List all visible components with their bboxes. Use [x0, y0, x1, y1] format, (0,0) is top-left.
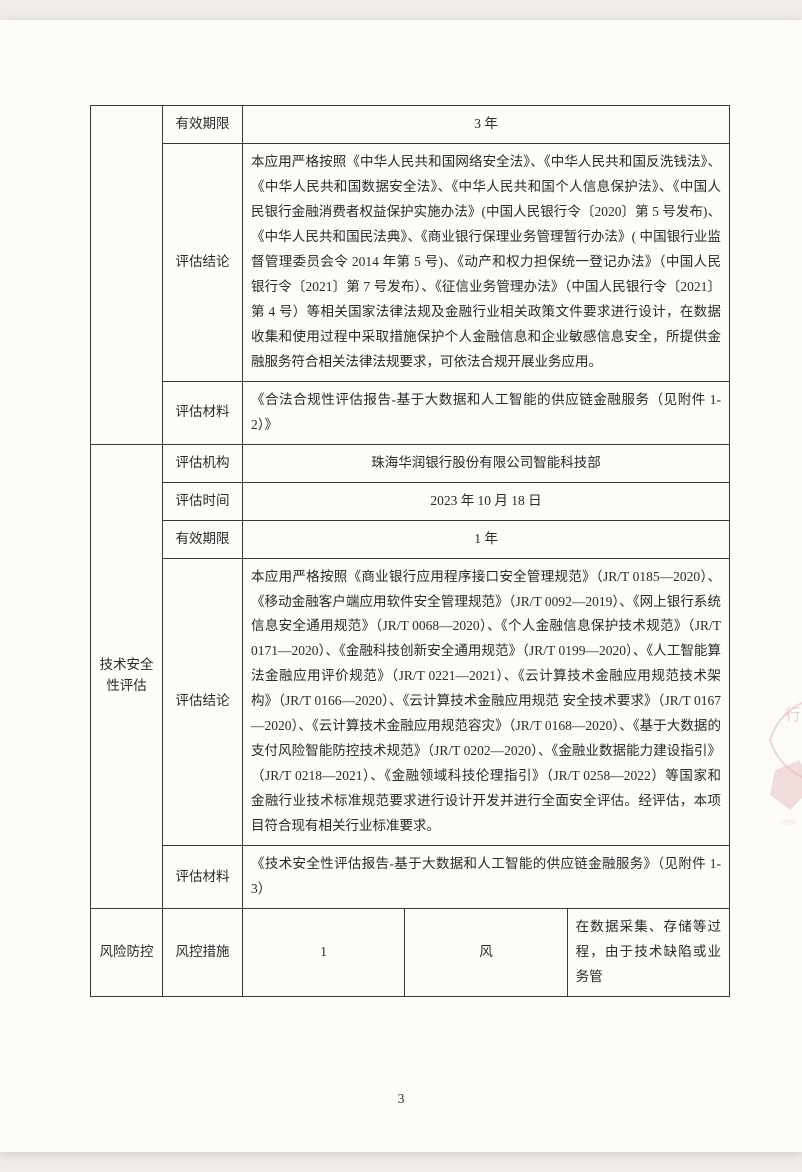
table-row: 评估结论 本应用严格按照《商业银行应用程序接口安全管理规范》（JR/T 0185…	[91, 558, 730, 846]
section-cell-blank	[91, 106, 163, 445]
label-materials: 评估材料	[163, 381, 243, 444]
svg-text:行: 行	[785, 706, 801, 724]
value-time: 2023 年 10 月 18 日	[243, 482, 730, 520]
label-conclusion2: 评估结论	[163, 558, 243, 846]
label-org: 评估机构	[163, 444, 243, 482]
table-row: 评估材料 《技术安全性评估报告-基于大数据和人工智能的供应链金融服务》（见附件 …	[91, 846, 730, 909]
label-risk-measure: 风控措施	[163, 909, 243, 997]
stamp-icon: 行 1986	[740, 680, 802, 830]
conclusion-body: 本应用严格按照《中华人民共和国网络安全法》、《中华人民共和国反洗钱法》、《中华人…	[243, 143, 730, 381]
svg-text:1986: 1986	[780, 818, 796, 827]
risk-char: 风	[405, 909, 567, 997]
label-validity: 有效期限	[163, 106, 243, 144]
risk-number: 1	[243, 909, 405, 997]
table-row: 有效期限 1 年	[91, 520, 730, 558]
table-row: 风险防控 风控措施 1 风 在数据采集、存储等过程，由于技术缺陷或业务管	[91, 909, 730, 997]
conclusion2-body: 本应用严格按照《商业银行应用程序接口安全管理规范》（JR/T 0185—2020…	[243, 558, 730, 846]
materials-body: 《合法合规性评估报告-基于大数据和人工智能的供应链金融服务（见附件 1-2）》	[243, 381, 730, 444]
table-row: 评估结论 本应用严格按照《中华人民共和国网络安全法》、《中华人民共和国反洗钱法》…	[91, 143, 730, 381]
label-conclusion: 评估结论	[163, 143, 243, 381]
risk-body: 在数据采集、存储等过程，由于技术缺陷或业务管	[567, 909, 729, 997]
assessment-table: 有效期限 3 年 评估结论 本应用严格按照《中华人民共和国网络安全法》、《中华人…	[90, 105, 730, 997]
value-validity2: 1 年	[243, 520, 730, 558]
table-row: 技术安全性评估 评估机构 珠海华润银行股份有限公司智能科技部	[91, 444, 730, 482]
table-row: 评估时间 2023 年 10 月 18 日	[91, 482, 730, 520]
section-tech-security: 技术安全性评估	[91, 444, 163, 909]
value-org: 珠海华润银行股份有限公司智能科技部	[243, 444, 730, 482]
document-page: 有效期限 3 年 评估结论 本应用严格按照《中华人民共和国网络安全法》、《中华人…	[0, 20, 802, 1152]
table-row: 评估材料 《合法合规性评估报告-基于大数据和人工智能的供应链金融服务（见附件 1…	[91, 381, 730, 444]
materials2-body: 《技术安全性评估报告-基于大数据和人工智能的供应链金融服务》（见附件 1-3）	[243, 846, 730, 909]
section-risk-control: 风险防控	[91, 909, 163, 997]
section-title-tech: 技术安全性评估	[99, 654, 154, 697]
label-validity2: 有效期限	[163, 520, 243, 558]
label-time: 评估时间	[163, 482, 243, 520]
table-row: 有效期限 3 年	[91, 106, 730, 144]
value-validity: 3 年	[243, 106, 730, 144]
page-number: 3	[0, 1092, 802, 1108]
label-materials2: 评估材料	[163, 846, 243, 909]
